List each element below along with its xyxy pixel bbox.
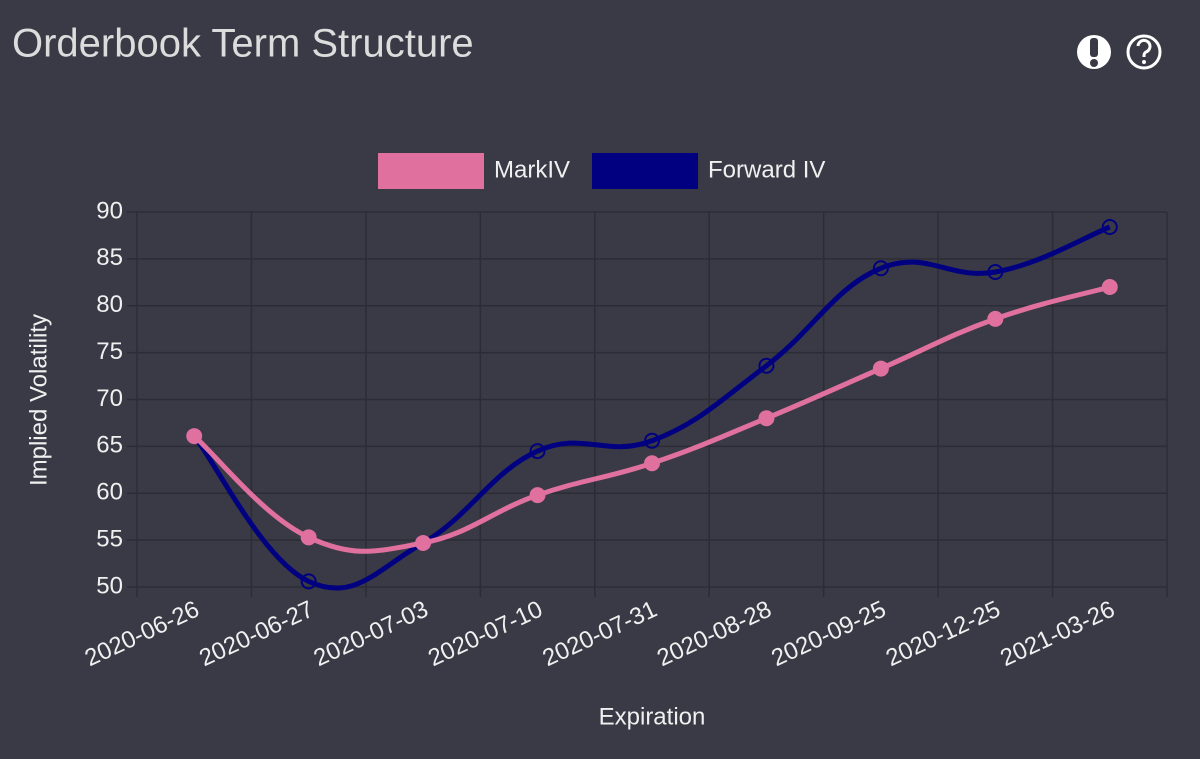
help-icon[interactable]: [1126, 34, 1162, 70]
data-point: [1101, 219, 1118, 235]
data-point: [300, 573, 317, 590]
data-point: [529, 443, 546, 460]
data-point: [758, 357, 775, 374]
data-point: [415, 534, 432, 551]
legend-label: Forward IV: [708, 156, 825, 183]
data-point: [300, 529, 317, 546]
data-point: [872, 260, 889, 277]
y-tick-label: 85: [96, 244, 123, 271]
data-point: [644, 432, 660, 449]
x-axis-title: Expiration: [599, 703, 706, 730]
chart-title: Orderbook Term Structure: [12, 22, 474, 66]
data-point: [186, 428, 203, 445]
data-point: [644, 455, 660, 472]
data-point: [872, 360, 889, 377]
legend-swatch: [378, 153, 484, 189]
data-point: [987, 310, 1004, 327]
y-tick-label: 75: [96, 338, 123, 365]
data-point: [758, 410, 775, 427]
y-tick-label: 90: [96, 197, 123, 224]
series-line: [192, 224, 1111, 591]
legend-label: MarkIV: [494, 156, 570, 183]
y-tick-label: 70: [96, 385, 123, 412]
legend-swatch: [592, 153, 699, 189]
data-point: [1101, 279, 1118, 295]
y-tick-label: 80: [96, 291, 123, 318]
y-tick-label: 55: [96, 525, 123, 552]
alert-icon[interactable]: [1077, 35, 1111, 69]
y-axis-title: Implied Volatility: [25, 314, 52, 486]
y-tick-label: 60: [96, 479, 123, 506]
y-tick-label: 50: [96, 572, 123, 599]
data-point: [987, 264, 1004, 280]
data-point: [529, 487, 546, 504]
y-tick-label: 65: [96, 432, 123, 459]
